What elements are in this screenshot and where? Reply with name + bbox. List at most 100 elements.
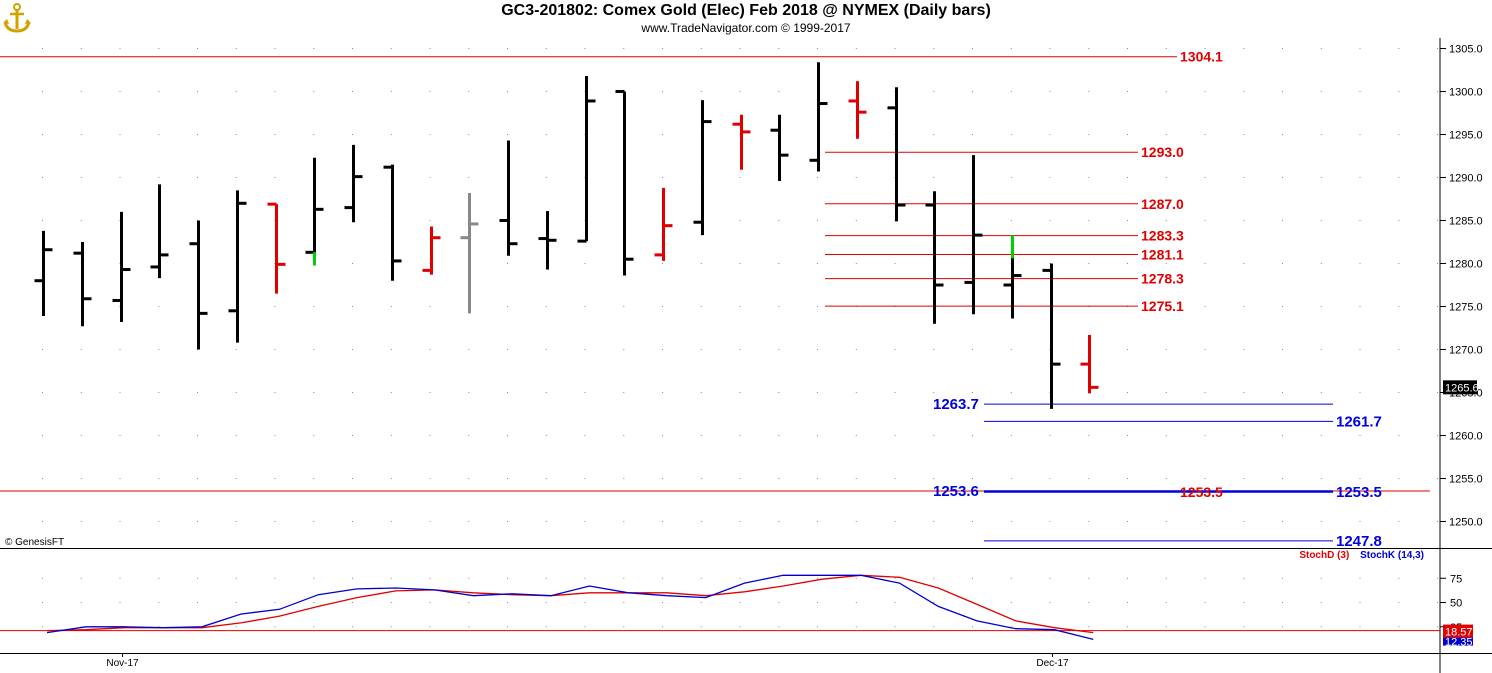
grid-dot [1437,263,1438,264]
chart-header: GC3-201802: Comex Gold (Elec) Feb 2018 @… [0,0,1492,38]
grid-dot [1010,392,1012,393]
grid-dot [507,435,508,436]
price-bar [1042,263,1061,409]
stoch-grid-dot [855,602,857,603]
copyright-label: © GenesisFT [5,537,65,548]
grid-dot [1437,48,1438,49]
grid-dot [662,392,663,393]
grid-dot [352,134,353,135]
grid-dot [1165,91,1167,92]
stochk-line [46,574,1094,641]
grid-dot [662,134,663,135]
grid-dot [972,134,973,135]
price-bar [1080,334,1099,394]
stoch-grid-dot [119,602,121,603]
stoch-grid-dot [1165,626,1167,628]
grid-dot [817,478,818,479]
grid-dot [1398,177,1400,178]
price-tick-label: 1305.0 [1449,44,1483,56]
price-bar [112,211,131,322]
price-bar [267,202,286,294]
stoch-grid-dot [390,577,392,579]
grid-dot [1165,435,1167,436]
stoch-grid-dot [700,602,702,603]
grid-dot [313,521,315,522]
grid-dot [119,521,121,522]
grid-dot [855,349,857,350]
grid-dot [197,392,198,393]
grid-dot [197,521,198,522]
level-label: 1283.3 [1141,228,1184,244]
grid-dot [972,91,973,92]
price-tick-label: 1260.0 [1449,431,1483,443]
grid-dot [933,91,935,92]
grid-dot [855,177,857,178]
grid-dot [700,91,702,92]
anchor-logo-icon [2,2,32,34]
grid-dot [1398,349,1400,350]
grid-dot [1204,435,1206,436]
grid-dot [42,91,43,92]
grid-dot [1088,91,1090,92]
price-bar [422,226,441,275]
stoch-grid-dot [700,626,702,628]
stochastic-legend: StochD (3) StochK (14,3) [1299,550,1424,561]
stoch-grid-dot [468,626,470,628]
stochd-legend-label: StochD (3) [1299,550,1350,561]
grid-dot [1359,134,1361,135]
price-bar [150,184,169,279]
grid-dot [778,263,780,264]
grid-dot [1165,306,1167,307]
grid-dot [1282,349,1283,350]
grid-dot [1204,521,1206,522]
level-label: 1263.7 [933,396,979,413]
price-tick-label: 1270.0 [1449,345,1483,357]
grid-dot [1010,134,1012,135]
grid-dot [545,177,547,178]
stoch-grid-dot [1398,577,1400,579]
grid-dot [700,306,702,307]
grid-dot [545,392,547,393]
grid-dot [390,48,392,49]
grid-dot [623,306,625,307]
grid-dot [1282,435,1283,436]
grid-dot [855,435,857,436]
grid-dot [778,521,780,522]
grid-dot [352,91,353,92]
level-label: 1281.1 [1141,247,1184,263]
grid-dot [894,263,896,264]
grid-dot [817,521,818,522]
grid-dot [1398,263,1400,264]
level-label: 1275.1 [1141,298,1184,314]
stoch-grid-dot [313,602,315,603]
level-label: 1253.6 [933,483,979,500]
stoch-grid-dot [972,626,973,628]
grid-dot [468,521,470,522]
grid-dot [855,478,857,479]
stoch-grid-dot [894,626,896,628]
grid-dot [778,220,780,221]
grid-dot [429,306,431,307]
stoch-grid-dot [80,626,82,628]
grid-dot [739,435,741,436]
price-bar [538,211,557,270]
stoch-grid-dot [1359,626,1361,628]
grid-dot [933,478,935,479]
stochd-last-tag [1443,624,1473,638]
stoch-grid-dot [545,577,547,579]
stoch-grid-dot [933,577,935,579]
grid-dot [80,392,82,393]
grid-dot [1320,220,1322,221]
grid-dot [1204,349,1206,350]
grid-dot [584,521,586,522]
stoch-grid-dot [235,626,237,628]
price-bar [615,90,634,276]
grid-dot [1204,177,1206,178]
grid-dot [1359,263,1361,264]
stoch-grid-dot [352,626,353,628]
grid-dot [429,478,431,479]
stoch-grid-dot [545,626,547,628]
grid-dot [817,177,818,178]
grid-dot [1398,435,1400,436]
grid-dot [1049,521,1051,522]
